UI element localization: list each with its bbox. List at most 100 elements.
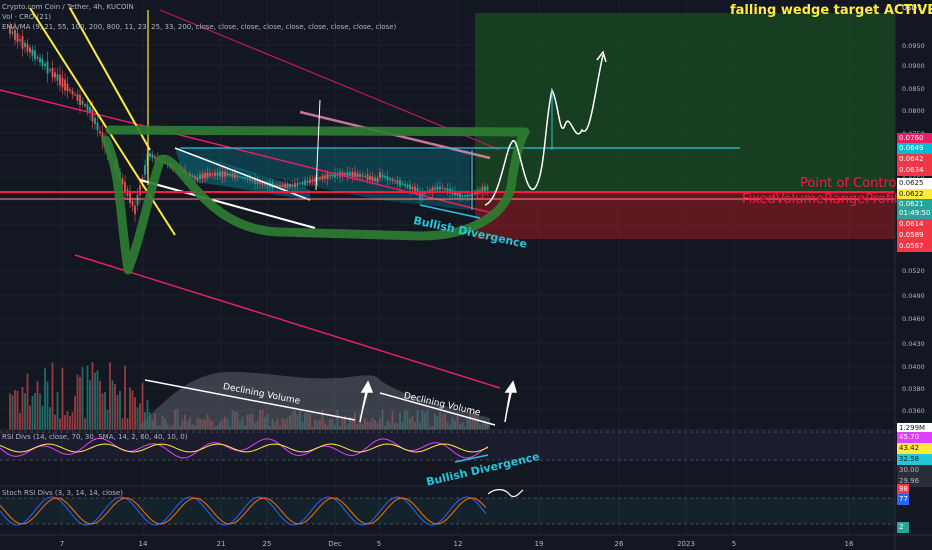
volume-bar xyxy=(89,380,91,430)
x-tick-label: 5 xyxy=(732,540,736,548)
x-tick-label: 16 xyxy=(845,540,854,548)
candle-body xyxy=(281,185,284,187)
volume-bar xyxy=(61,367,64,430)
candle-body xyxy=(89,106,91,114)
price-label: 0.0642 xyxy=(897,154,932,165)
decl-vol-line-1 xyxy=(144,379,356,421)
volume-bar xyxy=(114,384,116,430)
price-label: 0.0621 xyxy=(897,199,932,210)
candle-body xyxy=(294,182,296,188)
volume-arrow-2 xyxy=(504,380,518,423)
candle-body xyxy=(59,74,61,86)
candle-body xyxy=(19,39,21,41)
candle-body xyxy=(369,175,371,180)
candle-body xyxy=(326,173,329,180)
candle-body xyxy=(319,177,321,180)
candle-body xyxy=(206,172,209,178)
candle-body xyxy=(466,194,469,197)
x-tick-label: 21 xyxy=(217,540,226,548)
candle-body xyxy=(454,191,456,196)
volume-bar xyxy=(134,397,136,430)
candle-body xyxy=(444,188,446,190)
candle-body xyxy=(441,187,444,189)
projection-arrow-head xyxy=(596,50,607,63)
candle-body xyxy=(239,176,241,178)
candle-body xyxy=(34,50,36,60)
candle-body xyxy=(241,176,244,178)
candle-body xyxy=(226,173,229,176)
x-tick-label: 7 xyxy=(60,540,64,548)
volume-value-label: 1.299M xyxy=(897,423,932,434)
candle-body xyxy=(409,184,411,190)
x-axis-ticks: 7 14 21 25 Dec 5 12 19 26 2023 5 16 xyxy=(60,540,854,548)
rsi-band xyxy=(0,432,895,460)
candle-body xyxy=(381,174,384,178)
stoch-value-label: 2 xyxy=(897,522,909,533)
volume-bar xyxy=(136,407,139,430)
volume-bar xyxy=(79,376,81,430)
candle-body xyxy=(284,183,286,188)
volume-bar xyxy=(71,411,74,430)
candle-body xyxy=(56,74,59,81)
volume-bar xyxy=(121,418,124,430)
candle-body xyxy=(219,171,221,177)
stoch-k-line xyxy=(0,496,487,526)
candle-body xyxy=(46,61,49,74)
price-label: 0.0760 xyxy=(897,133,932,144)
volume-bar xyxy=(109,362,111,430)
volume-bar xyxy=(9,393,11,430)
volume-bar xyxy=(116,394,119,430)
volume-bar xyxy=(94,372,96,430)
candle-body xyxy=(439,186,441,190)
candle-body xyxy=(434,187,436,190)
candle-body xyxy=(481,187,484,193)
candle-body xyxy=(316,177,319,181)
stoch-d-line xyxy=(0,497,487,525)
candle-body xyxy=(414,186,416,192)
candle-body xyxy=(384,176,386,178)
candle-body xyxy=(246,178,249,180)
candle-body xyxy=(371,176,374,182)
candle-body xyxy=(81,100,84,105)
candle-body xyxy=(479,190,481,192)
candle-body xyxy=(121,178,124,185)
candle-body xyxy=(139,185,141,195)
candle-body xyxy=(51,67,54,78)
stoch-value-label: 77 xyxy=(897,494,909,505)
candle-body xyxy=(386,175,389,181)
candle-body xyxy=(406,184,409,188)
candle-body xyxy=(129,193,131,203)
candle-body xyxy=(196,177,199,181)
falling-wedge-target-label: falling wedge target ACTIVE xyxy=(730,3,932,18)
candle-body xyxy=(351,171,354,177)
volume-bar xyxy=(59,418,61,430)
candle-body xyxy=(306,181,309,183)
volume-bar xyxy=(16,390,19,430)
volume-arrow-1 xyxy=(359,380,374,423)
candle-body xyxy=(299,183,301,185)
candle-body xyxy=(16,32,19,43)
candle-body xyxy=(221,171,224,177)
candle-body xyxy=(214,172,216,176)
volume-bar xyxy=(36,381,39,430)
candle-body xyxy=(366,174,369,181)
candle-body xyxy=(224,171,226,177)
candle-body xyxy=(304,179,306,186)
candle-body xyxy=(356,172,359,178)
volume-indicator-label: Vol · CRO (21) xyxy=(2,13,52,21)
volume-bar xyxy=(26,373,29,430)
candle-body xyxy=(416,188,419,192)
candle-body xyxy=(324,175,326,179)
price-label: 0.0634 xyxy=(897,165,932,176)
candle-body xyxy=(149,153,151,157)
candle-body xyxy=(461,195,464,197)
price-label: 0.0649 xyxy=(897,143,932,154)
candle-body xyxy=(421,191,424,198)
candle-body xyxy=(201,173,204,179)
x-tick-label: 12 xyxy=(454,540,463,548)
candle-body xyxy=(279,185,281,187)
stoch-band xyxy=(0,498,895,524)
candle-body xyxy=(124,182,126,192)
chart-title: Crypto.com Coin / Tether, 4h, KUCOIN xyxy=(2,3,134,11)
